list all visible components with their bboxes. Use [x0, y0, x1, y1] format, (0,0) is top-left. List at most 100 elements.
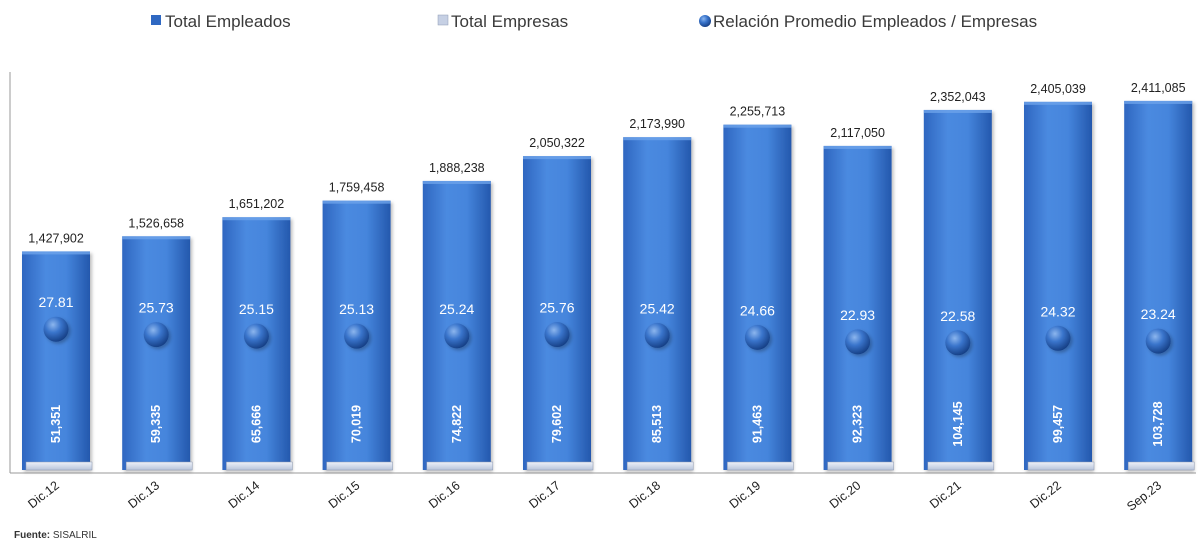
label-empleados: 1,526,658	[128, 216, 184, 230]
bar-top-highlight	[322, 200, 391, 204]
ratio-dot	[143, 322, 169, 348]
legend-label-empleados: Total Empleados	[165, 12, 291, 31]
ratio-dot	[644, 322, 670, 348]
label-relacion: 25.42	[640, 300, 675, 316]
legend-label-empresas: Total Empresas	[451, 12, 568, 31]
label-empresas: 99,457	[1051, 405, 1065, 443]
category-label: Sep.23	[1124, 478, 1164, 513]
bars-layer: 1,427,902 27.81 51,351 Dic.12 1,526,658 25.73…	[22, 81, 1195, 514]
label-empleados: 2,405,039	[1030, 82, 1086, 96]
label-empleados: 2,173,990	[629, 117, 685, 131]
bar-empresas	[927, 461, 995, 471]
bar-top-highlight	[1124, 100, 1193, 104]
bar-empleados	[723, 124, 792, 470]
label-relacion: 23.24	[1141, 306, 1176, 322]
bar-empleados	[1124, 100, 1193, 471]
category-label: Dic.21	[927, 478, 964, 511]
ratio-dot	[845, 329, 871, 355]
label-empresas: 59,335	[149, 405, 163, 443]
bar-empleados	[923, 109, 992, 471]
bar-group: 1,759,458 25.13 70,019 Dic.15	[322, 181, 393, 511]
legend-item-empleados: Total Empleados	[151, 12, 291, 31]
bar-empresas	[1027, 461, 1095, 471]
legend-item-relacion: Relación Promedio Empleados / Empresas	[699, 12, 1037, 31]
legend: Total Empleados Total Empresas Relación …	[151, 12, 1037, 31]
label-empresas: 70,019	[350, 405, 364, 443]
label-empresas: 74,822	[450, 405, 464, 443]
label-relacion: 22.58	[940, 308, 975, 324]
label-empleados: 2,255,713	[730, 105, 786, 119]
category-label: Dic.13	[126, 478, 163, 511]
bar-empleados	[122, 236, 191, 470]
bar-group: 1,427,902 27.81 51,351 Dic.12	[22, 231, 93, 511]
label-relacion: 25.13	[339, 301, 374, 317]
label-empresas: 65,666	[249, 405, 263, 443]
label-empresas: 91,463	[750, 405, 764, 443]
legend-label-relacion: Relación Promedio Empleados / Empresas	[713, 12, 1037, 31]
bar-group: 2,411,085 23.24 103,728 Sep.23	[1124, 81, 1195, 514]
ratio-dot	[945, 330, 971, 356]
source-note: Fuente: SISALRIL	[14, 530, 97, 541]
category-label: Dic.22	[1027, 478, 1064, 511]
bar-empleados	[1024, 101, 1092, 471]
bar-empresas	[727, 461, 794, 471]
label-empresas: 104,145	[951, 401, 965, 446]
label-relacion: 24.32	[1040, 303, 1075, 319]
bar-empresas	[1127, 461, 1195, 471]
bar-group: 1,888,238 25.24 74,822 Dic.16	[422, 161, 494, 511]
label-relacion: 25.73	[139, 300, 174, 316]
bar-empresas	[526, 461, 594, 471]
label-empresas: 103,728	[1151, 401, 1165, 446]
label-empresas: 92,323	[851, 405, 865, 443]
ratio-dot	[344, 323, 370, 349]
label-relacion: 22.93	[840, 307, 875, 323]
bar-group: 2,117,050 22.93 92,323 Dic.20	[823, 126, 894, 511]
bar-top-highlight	[523, 156, 591, 160]
label-empresas: 79,602	[550, 405, 564, 443]
legend-swatch-empleados	[151, 15, 161, 25]
bar-empleados	[22, 251, 90, 470]
bar-group: 2,050,322 25.76 79,602 Dic.17	[523, 136, 594, 511]
label-relacion: 25.15	[239, 301, 274, 317]
bar-top-highlight	[1024, 101, 1092, 105]
bar-group: 1,526,658 25.73 59,335 Dic.13	[122, 216, 193, 511]
bar-top-highlight	[823, 145, 892, 149]
category-label: Dic.20	[827, 478, 864, 511]
category-label: Dic.17	[526, 478, 563, 511]
bar-top-highlight	[122, 236, 191, 240]
category-label: Dic.12	[25, 478, 62, 511]
label-empleados: 2,411,085	[1131, 81, 1186, 95]
bar-top-highlight	[923, 109, 992, 113]
bar-top-highlight	[723, 124, 792, 128]
bar-empresas	[125, 461, 193, 471]
ratio-dot	[1045, 325, 1071, 351]
legend-item-empresas: Total Empresas	[437, 12, 568, 31]
category-label: Dic.15	[326, 478, 363, 511]
bar-empleados	[523, 156, 591, 471]
bar-top-highlight	[623, 137, 692, 141]
label-empleados: 1,427,902	[28, 231, 84, 245]
bar-empresas	[25, 461, 93, 471]
label-empresas: 51,351	[49, 405, 63, 443]
bar-top-highlight	[222, 217, 291, 221]
ratio-dot	[43, 316, 69, 342]
source-text: SISALRIL	[52, 530, 97, 541]
bar-top-highlight	[422, 180, 491, 184]
bar-empresas	[827, 461, 894, 471]
category-label: Dic.14	[226, 478, 263, 511]
legend-swatch-relacion	[699, 15, 711, 27]
legend-swatch-empresas	[437, 14, 449, 26]
ratio-dot	[544, 322, 570, 348]
ratio-dot	[444, 323, 470, 349]
bar-empleados	[823, 145, 892, 470]
bar-empresas	[226, 461, 293, 471]
label-empleados: 1,888,238	[429, 161, 485, 175]
ratio-dot	[243, 323, 269, 349]
bar-group: 2,405,039 24.32 99,457 Dic.22	[1024, 82, 1095, 511]
label-relacion: 27.81	[38, 294, 73, 310]
category-label: Dic.16	[426, 478, 463, 511]
bar-empresas	[426, 461, 494, 471]
ratio-dot	[1145, 328, 1171, 354]
label-empresas: 85,513	[650, 405, 664, 443]
